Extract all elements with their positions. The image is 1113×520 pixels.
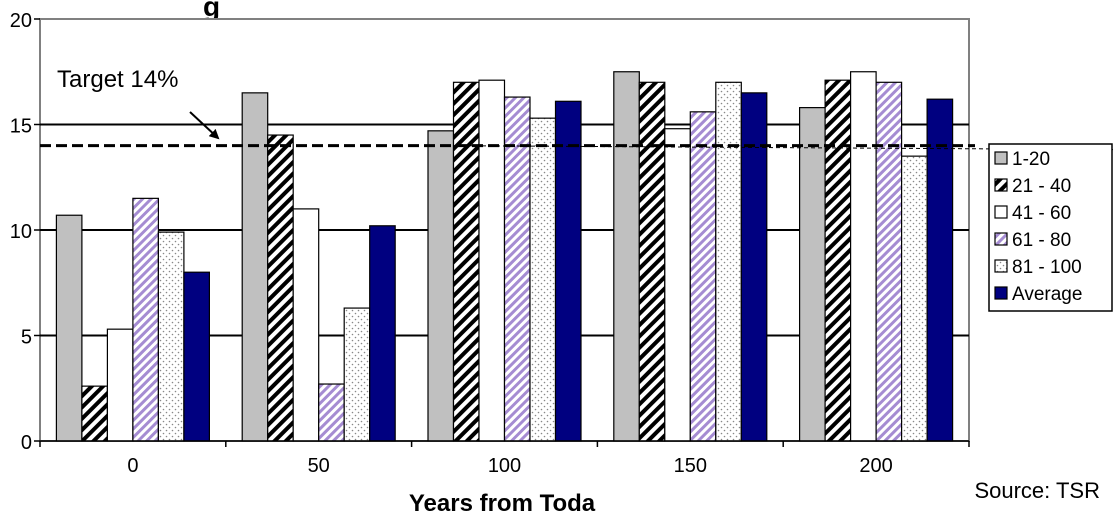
y-tick-label: 5 xyxy=(21,327,32,349)
bar xyxy=(503,96,531,442)
legend-swatch xyxy=(994,286,1008,300)
bar xyxy=(689,111,717,442)
legend-swatch xyxy=(994,232,1008,246)
legend-label: 1-20 xyxy=(1012,149,1050,170)
legend-label: Average xyxy=(1012,284,1082,305)
bar xyxy=(55,214,83,442)
bar xyxy=(106,328,134,442)
bar xyxy=(554,100,582,442)
source-note: Source: TSR xyxy=(974,478,1100,503)
x-axis: 0 50 100 150 200 xyxy=(39,440,970,477)
x-tick-label: 200 xyxy=(859,455,892,477)
y-tick-label: 0 xyxy=(21,432,32,454)
bar xyxy=(849,71,877,442)
y-tick-label: 20 xyxy=(10,10,32,32)
legend-swatch xyxy=(994,259,1008,273)
bar xyxy=(824,79,852,442)
bar xyxy=(318,383,345,442)
bar xyxy=(926,98,954,442)
bar xyxy=(369,225,396,442)
legend-label: 21 - 40 xyxy=(1012,176,1071,197)
bar xyxy=(529,117,557,442)
bar xyxy=(875,81,903,442)
legend: 1-20 21 - 40 41 - 60 61 - 80 81 - 100 Average xyxy=(988,143,1113,312)
legend-swatch xyxy=(994,178,1008,192)
bars xyxy=(55,71,954,442)
x-axis-title: Years from Toda xyxy=(409,490,596,517)
y-tick-label: 10 xyxy=(10,221,32,243)
bar xyxy=(292,208,320,442)
x-tick-label: 150 xyxy=(674,455,707,477)
x-tick-label: 0 xyxy=(127,455,138,477)
legend-swatch xyxy=(994,205,1008,219)
legend-swatch xyxy=(994,151,1008,165)
bar xyxy=(183,271,210,442)
target-arrow xyxy=(189,111,220,140)
legend-box xyxy=(988,143,1113,312)
bar xyxy=(267,134,294,442)
bar xyxy=(613,71,640,442)
bar xyxy=(452,81,480,442)
bar xyxy=(664,128,691,442)
bar xyxy=(715,81,742,442)
legend-label: 61 - 80 xyxy=(1012,230,1071,251)
bar xyxy=(81,385,109,442)
target-label: Target 14% xyxy=(57,66,178,93)
bar xyxy=(157,231,185,442)
bar xyxy=(343,307,371,442)
x-tick-label: 100 xyxy=(488,455,521,477)
legend-label: 41 - 60 xyxy=(1012,203,1071,224)
bar xyxy=(740,92,768,442)
title-fragment: g xyxy=(203,0,220,22)
y-axis: 0 5 10 15 20 xyxy=(10,10,40,454)
legend-label: 81 - 100 xyxy=(1012,257,1082,278)
bar xyxy=(132,197,159,442)
x-tick-label: 50 xyxy=(308,455,330,477)
bar xyxy=(638,81,666,442)
y-tick-label: 15 xyxy=(10,116,32,138)
bar xyxy=(427,130,455,442)
bar xyxy=(900,155,928,442)
bar xyxy=(798,107,826,442)
bar xyxy=(478,79,506,442)
